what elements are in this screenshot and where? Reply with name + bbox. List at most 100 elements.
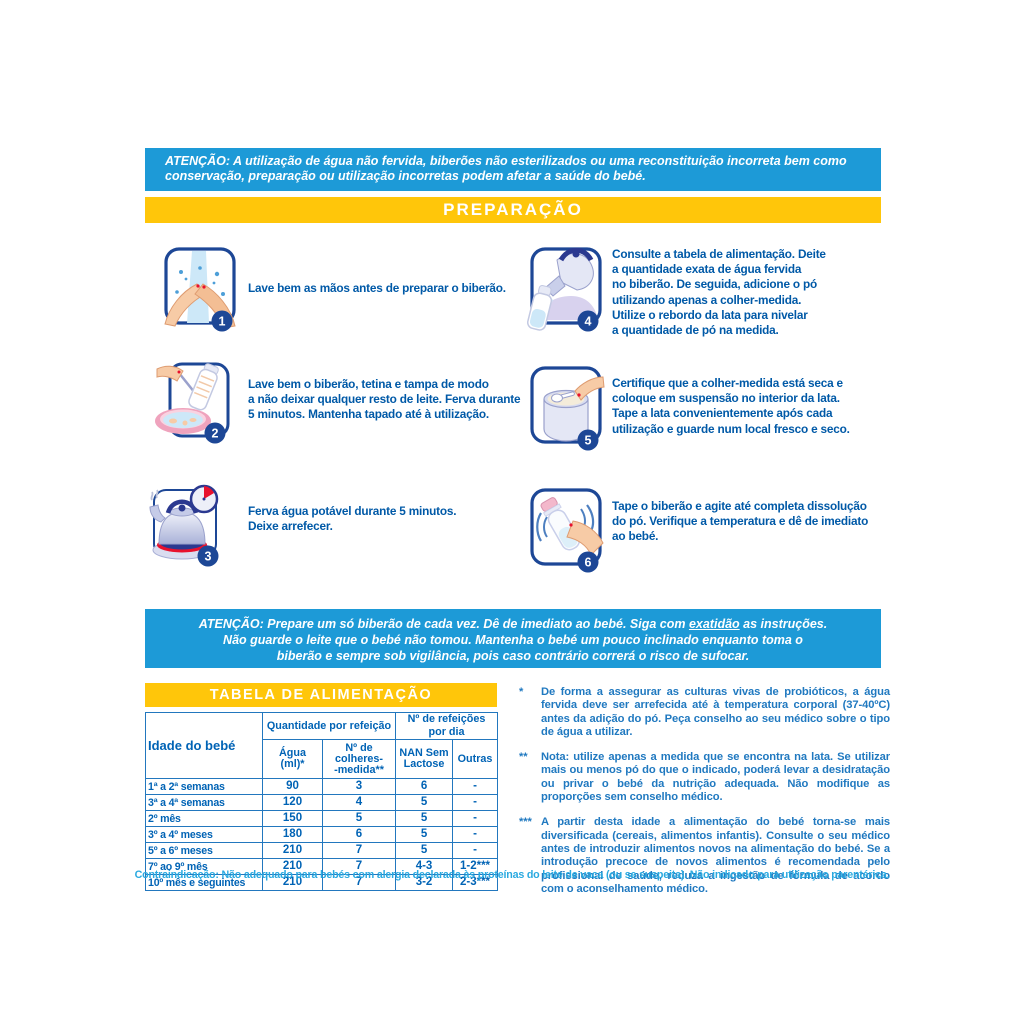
- contraindication: Contraindicação: Não adequado para bebés…: [70, 869, 954, 881]
- cell-age: 3ª a 4ª semanas: [145, 794, 263, 811]
- warning-middle-line2: Não guarde o leite que o bebé não tomou.…: [223, 633, 803, 647]
- step-number-badge: [204, 422, 226, 444]
- col-header-scoops: Nº de colheres- -medida**: [321, 739, 397, 779]
- cell-scoops: 5: [321, 810, 397, 827]
- cell-nan: 5: [395, 826, 454, 843]
- note-item: *** A partir desta idade a alimentação d…: [519, 816, 890, 896]
- note-text: De forma a assegurar as culturas vivas d…: [541, 686, 890, 739]
- cell-age: 3º a 4º meses: [145, 826, 263, 843]
- note-body: utilize apenas a medida que se encontra …: [541, 751, 890, 804]
- step-number: 6: [585, 556, 592, 570]
- note-marker: *: [519, 686, 524, 698]
- note-body: De forma a assegurar as culturas vivas d…: [541, 686, 890, 738]
- cell-nan: 5: [395, 794, 454, 811]
- step-1-text: Lave bem as mãos antes de preparar o bib…: [248, 281, 506, 295]
- col-header-other: Outras: [452, 739, 499, 779]
- note-prefix: Nota:: [541, 751, 570, 764]
- cell-other: -: [452, 794, 499, 811]
- step-5-text: Certifique que a colher-medida está seca…: [612, 376, 850, 436]
- cell-age: 10º mês e seguintes: [145, 874, 263, 891]
- warning-middle-line1: ATENÇÃO: Prepare um só biberão de cada v…: [145, 616, 881, 632]
- col-header-water: Água (ml)*: [262, 739, 323, 779]
- table-row: 10º mês e seguintes 210 7 3-2 2-3***: [145, 874, 499, 891]
- warning-middle-underlined-word: exatidão: [688, 617, 740, 631]
- warning-middle-line1-pre: ATENÇÃO: Prepare um só biberão de cada v…: [198, 617, 689, 631]
- step-number-badge: [197, 545, 219, 567]
- cell-water: 180: [262, 826, 323, 843]
- cell-other: -: [452, 810, 499, 827]
- cell-water: 120: [262, 794, 323, 811]
- warning-top-line2: conservação, preparação ou utilização in…: [165, 169, 646, 183]
- preparation-section-header: PREPARAÇÃO: [145, 197, 881, 223]
- footnotes: * De forma a assegurar as culturas vivas…: [519, 686, 890, 908]
- note-item: * De forma a assegurar as culturas vivas…: [519, 686, 890, 739]
- step-number: 4: [585, 315, 592, 329]
- table-row: 7º ao 9º mês 210 7 4-3 1-2***: [145, 858, 499, 875]
- scoop-in-can-icon: 5: [527, 365, 605, 453]
- feeding-table-header: TABELA DE ALIMENTAÇÃO: [145, 683, 497, 707]
- kettle-pouring-icon: 4: [526, 246, 605, 334]
- feeding-table: Idade do bebé Quantidade por refeição Nº…: [145, 712, 499, 891]
- warning-top: ATENÇÃO: A utilização de água não fervid…: [145, 148, 881, 191]
- contraindication-text: Não adequado para bebés com alergia decl…: [218, 869, 890, 881]
- cell-age: 2º mês: [145, 810, 263, 827]
- cell-age: 1ª a 2ª semanas: [145, 778, 263, 795]
- cell-water: 210: [262, 858, 323, 875]
- col-header-age: Idade do bebé: [145, 712, 263, 779]
- step-number-badge: [577, 310, 599, 332]
- cell-water: 90: [262, 778, 323, 795]
- table-subheader-row: Água (ml)* Nº de colheres- -medida** NAN…: [146, 739, 499, 779]
- step-number: 2: [212, 427, 219, 441]
- note-marker: **: [519, 751, 528, 764]
- group-header-meals: Nº de refeições por dia: [395, 712, 499, 740]
- cell-scoops: 6: [321, 826, 397, 843]
- cell-water: 150: [262, 810, 323, 827]
- table-row: 2º mês 150 5 5 -: [145, 810, 499, 827]
- warning-middle-line3: biberão e sempre sob vigilância, pois ca…: [276, 649, 750, 663]
- step-number: 1: [219, 315, 226, 329]
- note-text: Nota: utilize apenas a medida que se enc…: [541, 751, 890, 804]
- cell-other: -: [452, 842, 499, 859]
- step-number: 5: [585, 434, 592, 448]
- note-body: A partir desta idade a alimentação do be…: [541, 816, 890, 895]
- scoop-icon: [551, 393, 563, 403]
- cell-scoops: 4: [321, 794, 397, 811]
- cell-scoops: 7: [321, 874, 397, 891]
- col-header-nan-sem-lactose: NAN Sem Lactose: [395, 739, 454, 779]
- cell-age: 7º ao 9º mês: [145, 858, 263, 875]
- cell-other: 2-3***: [452, 874, 499, 891]
- table-row: 3º a 4º meses 180 6 5 -: [145, 826, 499, 843]
- warning-middle: ATENÇÃO: Prepare um só biberão de cada v…: [145, 609, 881, 668]
- step-number-badge: [577, 429, 599, 451]
- note-item: ** Nota: utilize apenas a medida que se …: [519, 751, 890, 804]
- warning-top-line1: ATENÇÃO: A utilização de água não fervid…: [165, 154, 847, 168]
- bottle-washing-icon: 2: [155, 359, 233, 447]
- cell-nan: 6: [395, 778, 454, 795]
- cell-other: -: [452, 778, 499, 795]
- step-number: 3: [205, 550, 212, 564]
- step-number-badge: [577, 551, 599, 573]
- note-text: A partir desta idade a alimentação do be…: [541, 816, 890, 896]
- cell-scoops: 7: [321, 842, 397, 859]
- cell-nan: 5: [395, 810, 454, 827]
- note-marker: ***: [519, 816, 532, 829]
- table-row: 5º a 6º meses 210 7 5 -: [145, 842, 499, 859]
- step-number-badge: [211, 310, 233, 332]
- step-2-text: Lave bem o biberão, tetina e tampa de mo…: [248, 377, 521, 422]
- cell-age: 5º a 6º meses: [145, 842, 263, 859]
- warning-middle-line1-post: as instruções.: [739, 617, 828, 631]
- step-3-text: Ferva água potável durante 5 minutos. De…: [248, 504, 457, 534]
- step-4-text: Consulte a tabela de alimentação. Deite …: [612, 247, 826, 338]
- shaking-bottle-icon: 6: [527, 487, 605, 575]
- cell-nan: 5: [395, 842, 454, 859]
- cell-water: 210: [262, 842, 323, 859]
- kettle-boiling-icon: 3: [146, 482, 224, 570]
- cell-scoops: 3: [321, 778, 397, 795]
- table-row: 1ª a 2ª semanas 90 3 6 -: [145, 778, 499, 795]
- contraindication-prefix: Contraindicação:: [134, 869, 219, 881]
- group-header-quantity: Quantidade por refeição: [261, 712, 397, 740]
- step-6-text: Tape o biberão e agite até completa diss…: [612, 499, 869, 544]
- table-row: 3ª a 4ª semanas 120 4 5 -: [145, 794, 499, 811]
- cell-other: -: [452, 826, 499, 843]
